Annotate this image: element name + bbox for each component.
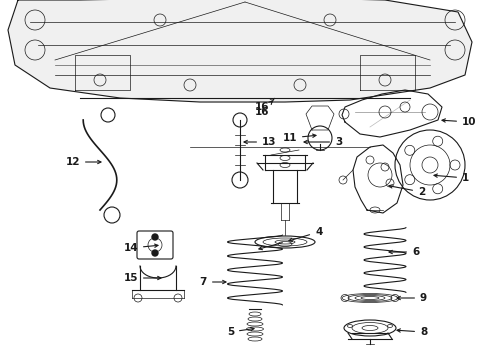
Text: 12: 12 (66, 157, 101, 167)
Text: 6: 6 (389, 247, 419, 257)
Text: 16: 16 (255, 101, 272, 117)
Text: 14: 14 (123, 243, 158, 253)
Text: 16: 16 (255, 98, 274, 112)
Text: 9: 9 (397, 293, 427, 303)
Text: 13: 13 (244, 137, 276, 147)
Circle shape (152, 234, 158, 240)
Text: 4: 4 (289, 227, 322, 242)
Text: 10: 10 (442, 117, 476, 127)
Circle shape (152, 250, 158, 256)
Text: 5: 5 (227, 327, 254, 337)
Text: 1: 1 (434, 173, 469, 183)
Text: 7: 7 (199, 277, 226, 287)
Text: 11: 11 (283, 133, 316, 143)
Text: 15: 15 (123, 273, 161, 283)
Text: 8: 8 (397, 327, 427, 337)
Text: 2: 2 (389, 185, 425, 197)
Text: 3: 3 (304, 137, 342, 147)
Polygon shape (8, 0, 472, 102)
